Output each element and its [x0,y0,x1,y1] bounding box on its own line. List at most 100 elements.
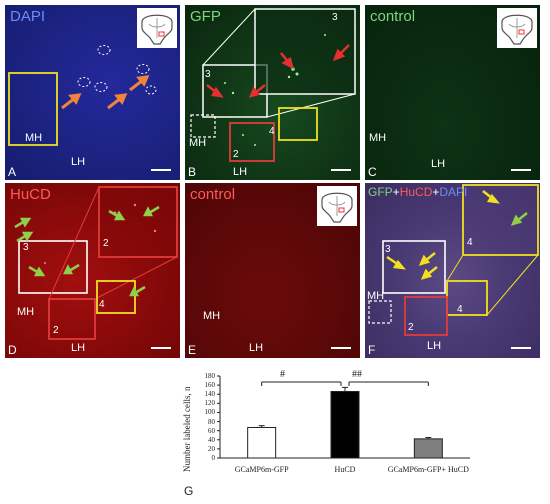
inset-box-2 [229,122,275,162]
inset-box-4 [278,107,318,141]
box-number: 2 [53,325,59,336]
y-tick-label: 60 [208,426,215,435]
inset-box-3 [18,240,88,294]
region-label-lh: LH [71,342,86,354]
green-arrows [510,212,528,226]
panel-e-control: control MH LH E [185,183,360,358]
region-label-mh: MH [189,137,207,149]
x-category-label: GCaMP6m-GFP [234,465,289,474]
brain-atlas-icon [497,8,537,48]
panel-f-overlay [368,184,539,336]
y-tick-label: 80 [208,417,215,426]
panel-letter-g: G [184,484,194,498]
box-number: 2 [233,149,239,160]
panel-letter-e: E [188,343,197,357]
title-dapi: DAPI [439,185,468,199]
panel-f-title: GFP+HuCD+DAPI [368,186,467,198]
orange-arrows [61,75,150,110]
y-tick-label: 20 [208,444,215,453]
red-arrows [206,44,350,98]
box-number: 3 [23,242,29,253]
panel-letter-b: B [188,165,197,179]
dashed-cell-marker [94,82,108,92]
bar-0 [247,426,277,459]
region-label-mh: MH [367,290,385,302]
panel-b-title: GFP [190,8,221,25]
bar-1 [330,390,360,459]
dashed-box [190,114,216,138]
brain-atlas-icon [317,186,357,226]
scale-bar [331,169,351,171]
panel-letter-f: F [368,343,376,357]
y-tick-label: 160 [204,381,216,390]
significance-marker: ## [352,369,362,380]
region-label-lh: LH [233,166,248,178]
dashed-box [368,300,392,324]
panel-b-overlay [190,8,356,162]
panel-d-title: HuCD [10,186,51,203]
inset-box-2 [48,298,96,340]
inset-box-4 [96,280,136,314]
significance-marker: # [280,369,285,380]
region-label-mh: MH [369,132,387,144]
box-number: 3 [385,244,391,255]
y-tick-label: 40 [208,435,215,444]
scale-bar [151,347,171,349]
inset-box-4 [446,280,488,316]
bar-2 [413,438,443,459]
gfp-cells [224,34,326,146]
scale-bar [511,169,531,171]
panel-c-title: control [370,8,416,25]
panel-a-overlay [8,45,157,146]
panel-b-gfp: GFP 3 3 2 4 MH LH B [185,5,360,180]
box-number: 3 [205,69,211,80]
zoom-inset-4 [462,184,539,256]
yellow-arrows [386,190,500,280]
x-category-label: HuCD [334,465,356,474]
inset-number: 3 [332,12,338,23]
region-label-mh: MH [25,132,43,144]
region-label-lh: LH [427,340,442,352]
box-number: 4 [269,126,275,137]
panel-d-hucd: HuCD 2 3 2 4 MH LH D [5,183,180,358]
zoom-inset-2 [98,186,178,258]
inset-box-mh [8,72,58,146]
panel-letter-d: D [8,343,17,357]
panel-d-overlay [14,186,178,340]
scale-bar [151,169,171,171]
region-label-lh: LH [71,156,86,168]
x-category-label: GCaMP6m-GFP+ HuCD [387,465,469,474]
title-plus: + [392,185,400,199]
inset-box-3 [382,240,446,294]
inset-number: 2 [103,238,109,249]
panel-f-merged: GFP+HuCD+DAPI 3 4 2 4 MH LH F [365,183,540,358]
chart-svg [217,375,470,459]
dashed-cell-marker [145,85,157,95]
inset-box-2 [404,296,448,336]
panel-c-control: control MH LH C [365,5,540,180]
inset-number: 4 [467,237,473,248]
brain-atlas-icon [137,8,177,48]
box-number: 4 [99,299,105,310]
dashed-cell-marker [136,64,150,74]
title-gfp: GFP [368,185,393,199]
dashed-cell-marker [97,45,111,55]
y-tick-label: 0 [211,454,216,462]
y-tick-label: 120 [204,399,216,408]
region-label-mh: MH [17,306,35,318]
dashed-cell-marker [77,77,91,87]
title-plus: + [432,185,440,199]
scale-bar [331,347,351,349]
green-arrows [14,205,160,297]
panel-a-dapi: DAPI MH LH A [5,5,180,180]
box-number: 2 [408,322,414,333]
y-tick-label: 140 [204,390,216,399]
region-label-lh: LH [431,158,446,170]
region-label-mh: MH [203,310,221,322]
panel-e-title: control [190,186,236,203]
panel-letter-a: A [8,165,17,179]
y-tick-label: 180 [204,372,216,380]
panel-a-title: DAPI [10,8,46,25]
region-label-lh: LH [249,342,264,354]
scale-bar [511,347,531,349]
